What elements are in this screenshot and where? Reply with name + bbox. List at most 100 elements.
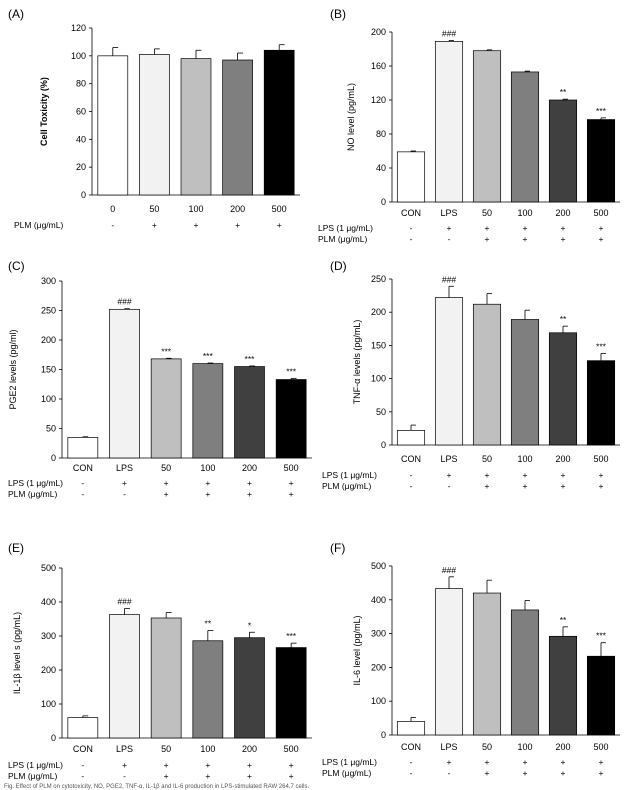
category-label: 50 [161,463,171,473]
treatment-sign: + [523,481,528,491]
treatment-sign: + [523,757,528,767]
bar [548,635,578,736]
treatment-sign: + [164,760,169,770]
y-tick-label: 200 [371,662,386,672]
y-tick-label: 160 [371,61,386,71]
treatment-sign: - [448,234,451,244]
treatment-sign: - [81,760,84,770]
category-label: CON [401,208,421,218]
treatment-sign: + [485,757,490,767]
treatment-sign: + [235,220,240,230]
bar [510,319,540,446]
bar [109,308,140,459]
bar [275,647,307,739]
y-tick-label: 20 [76,162,86,172]
treatment-sign: + [599,481,604,491]
y-tick-label: 80 [376,129,386,139]
significance-mark: *** [203,351,214,361]
y-tick-label: 300 [41,276,56,286]
category-label: 200 [555,742,570,752]
significance-mark: ** [560,615,567,625]
category-label: 200 [242,463,257,473]
category-label: 500 [593,454,608,464]
y-tick-label: 120 [371,95,386,105]
bar [67,437,99,459]
category-label: 100 [200,463,215,473]
treatment-sign: - [123,771,126,781]
y-tick-label: 100 [371,374,386,384]
bar [180,58,212,196]
treatment-sign: - [448,768,451,778]
treatment-sign: + [205,771,210,781]
bar [275,379,307,459]
significance-mark: *** [286,366,297,376]
bar [97,55,129,196]
bar [472,303,502,446]
bar [434,297,464,446]
y-axis-title: Cell Toxicity (%) [39,77,49,146]
y-tick-label: 0 [381,730,386,740]
treatment-sign: + [561,470,566,480]
treatment-sign: + [561,768,566,778]
y-axis-title: PGE2 levels (pg/ml) [8,329,18,409]
treatment-sign: + [247,489,252,499]
y-tick-label: 100 [41,394,56,404]
treatment-row-label: LPS (1 μg/mL) [8,760,63,770]
category-label: 100 [517,454,532,464]
treatment-sign: + [205,489,210,499]
y-tick-label: 200 [41,665,56,675]
y-tick-label: 0 [51,733,56,743]
category-label: CON [73,744,93,754]
treatment-sign: + [599,470,604,480]
y-axis-title: IL-1β level s (pg/mL) [12,612,22,694]
bar [586,119,616,203]
treatment-sign: + [164,771,169,781]
bar [586,655,616,736]
treatment-sign: + [277,220,282,230]
treatment-sign: - [410,481,413,491]
treatment-sign: + [447,757,452,767]
y-tick-label: 300 [371,629,386,639]
bar [234,366,265,459]
chart-panel-c: (C) 0 50 100 150 200 250 300 PGE2 levels (pg/ml)… [8,259,312,499]
bar [548,99,578,203]
treatment-sign: + [485,481,490,491]
y-tick-label: 100 [371,696,386,706]
significance-mark: ### [117,596,131,606]
category-label: 100 [188,204,203,214]
treatment-sign: - [448,481,451,491]
treatment-sign: + [599,223,604,233]
bar [548,332,578,446]
category-label: 50 [149,204,159,214]
treatment-sign: - [123,489,126,499]
treatment-sign: + [205,478,210,488]
significance-mark: *** [596,631,607,641]
bar [222,59,253,196]
category-label: CON [401,742,421,752]
treatment-sign: + [599,234,604,244]
treatment-sign: + [561,234,566,244]
bar [192,640,224,739]
panel-label: (E) [8,541,24,555]
treatment-sign: + [194,220,199,230]
panel-label: (B) [330,7,346,21]
treatment-row-label: LPS (1 μg/mL) [322,757,377,767]
treatment-sign: + [523,470,528,480]
significance-mark: ** [560,87,567,97]
y-axis-title: TNF-α levels (pg/mL) [352,320,362,405]
panel-label: (C) [8,259,25,273]
treatment-sign: + [561,223,566,233]
treatment-sign: + [205,760,210,770]
category-label: 200 [555,208,570,218]
category-label: LPS [440,454,457,464]
category-label: 50 [161,744,171,754]
y-tick-label: 200 [371,27,386,37]
chart-panel-b: (B) 0 40 80 120 160 200 NO level (pg/mL) CON ### L… [318,7,620,244]
significance-mark: * [248,620,252,630]
category-label: 500 [593,208,608,218]
category-label: 200 [555,454,570,464]
y-tick-label: 300 [41,631,56,641]
category-label: 100 [517,742,532,752]
significance-mark: ### [117,297,131,307]
